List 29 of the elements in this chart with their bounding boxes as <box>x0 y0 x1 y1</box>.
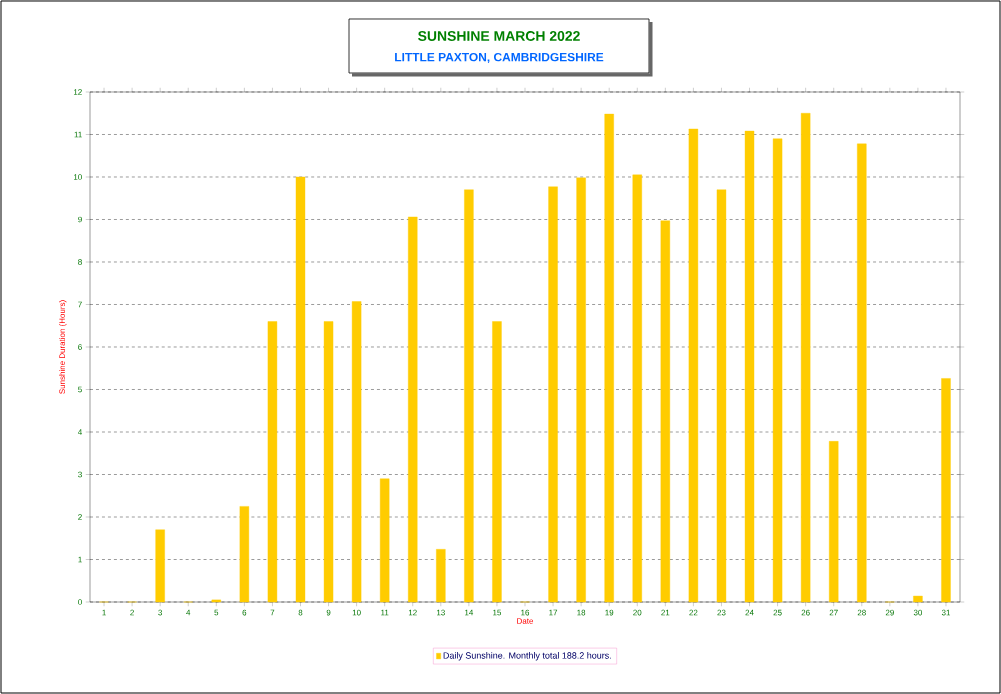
chart-title: SUNSHINE MARCH 2022 <box>418 31 580 41</box>
bar <box>492 321 502 603</box>
bar <box>800 113 811 603</box>
bar <box>660 220 671 603</box>
bar <box>632 174 642 603</box>
chart-subtitle: LITTLE PAXTON, CAMBRIDGESHIRE <box>395 52 604 64</box>
legend-label: Daily Sunshine. Monthly total 188.2 hours. <box>443 652 611 661</box>
bar <box>379 478 390 603</box>
bar <box>716 189 727 603</box>
bar <box>744 130 755 603</box>
bar <box>295 176 306 603</box>
bar <box>351 301 362 603</box>
bar <box>548 186 558 603</box>
bar <box>464 189 474 603</box>
bar <box>913 595 923 603</box>
bar <box>604 113 614 603</box>
bar <box>857 143 867 603</box>
bar <box>267 321 278 603</box>
bar <box>576 177 586 603</box>
bar <box>239 506 250 603</box>
bar <box>155 529 165 603</box>
bar <box>436 549 446 603</box>
bar <box>408 216 418 603</box>
bar <box>211 599 221 603</box>
bar <box>829 441 839 603</box>
bar <box>688 128 699 603</box>
bar <box>941 378 951 603</box>
bar <box>772 138 783 603</box>
bar <box>323 321 334 603</box>
